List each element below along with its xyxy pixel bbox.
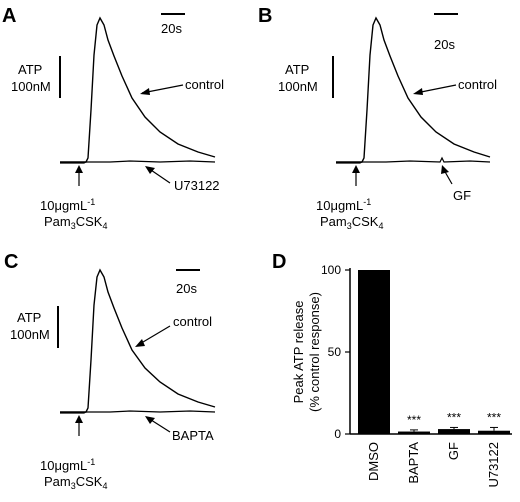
panel-d-y-axis-title: Peak ATP release (% control response) — [291, 292, 322, 412]
panel-b-atp-scale-label: ATP — [285, 62, 309, 77]
panel-d-y-ticks: 0 50 100 — [321, 263, 350, 441]
panel-c-bapta-trace — [60, 410, 216, 414]
panel-c-stimulus-arrowhead — [75, 415, 83, 423]
panel-c-letter: C — [4, 251, 18, 273]
panel-a-control-label: control — [185, 77, 224, 92]
panel-b-stimulus-agonist: Pam3CSK4 — [320, 214, 384, 231]
panel-a-control-arrowhead — [140, 88, 150, 95]
panel-a-inhibitor-arrowhead — [145, 166, 155, 174]
bar-u73122 — [478, 430, 510, 434]
panel-b-control-trace — [336, 16, 491, 163]
panel-a-inhibitor-label: U73122 — [174, 178, 220, 193]
significance-marker: *** — [487, 410, 501, 424]
panel-d-y-axis-title-line2: (% control response) — [307, 292, 322, 412]
panel-b-inhibitor-arrowhead — [441, 165, 449, 174]
panel-a-time-scale-label: 20s — [161, 21, 182, 36]
panel-b-stimulus-arrowhead — [352, 165, 360, 173]
panel-b-control-arrowhead — [413, 88, 423, 95]
panel-c-stimulus-agonist: Pam3CSK4 — [44, 474, 108, 491]
panel-a: A 20s ATP 100nM control U73122 10μgmL-1 … — [2, 5, 224, 231]
panel-c-stimulus-concentration: 10μgmL-1 — [40, 457, 95, 473]
panel-a-stimulus-concentration: 10μgmL-1 — [40, 197, 95, 213]
panel-d-x-labels: DMSO BAPTA GF U73122 — [366, 442, 501, 488]
x-category-label: GF — [446, 442, 461, 460]
panel-b-gf-trace — [336, 156, 491, 164]
panel-a-stimulus-agonist: Pam3CSK4 — [44, 214, 108, 231]
panel-d: D Peak ATP release (% control response) … — [272, 251, 512, 488]
panel-c: C 20s ATP 100nM control BAPTA 10μgmL-1 P… — [4, 251, 216, 491]
panel-d-y-axis-title-line1: Peak ATP release — [291, 301, 306, 404]
panel-b-concentration-scale-label: 100nM — [278, 79, 318, 94]
panel-a-u73122-trace — [60, 160, 216, 164]
panel-b-control-arrow — [415, 84, 457, 94]
panel-a-stimulus-arrowhead — [75, 165, 83, 173]
x-category-label: U73122 — [486, 442, 501, 488]
panel-d-bars: *** *** *** — [358, 270, 510, 434]
panel-c-inhibitor-label: BAPTA — [172, 428, 214, 443]
panel-a-concentration-scale-label: 100nM — [11, 79, 51, 94]
panel-a-control-trace — [60, 16, 216, 163]
panel-c-time-scale-label: 20s — [176, 281, 197, 296]
y-tick-label: 100 — [321, 263, 341, 277]
panel-c-control-label: control — [173, 314, 212, 329]
panel-c-control-arrowhead — [135, 339, 145, 347]
x-category-label: DMSO — [366, 442, 381, 481]
panel-b-inhibitor-label: GF — [453, 188, 471, 203]
panel-b-control-label: control — [458, 77, 497, 92]
panel-c-atp-scale-label: ATP — [17, 310, 41, 325]
significance-marker: *** — [407, 413, 421, 427]
panel-b: B 20s ATP 100nM control GF 10μgmL-1 Pam3… — [258, 5, 497, 231]
bar-gf — [438, 429, 470, 434]
y-tick-label: 0 — [334, 427, 341, 441]
panel-c-control-arrow — [137, 325, 171, 346]
panel-a-letter: A — [2, 5, 16, 27]
panel-a-atp-scale-label: ATP — [18, 62, 42, 77]
panel-c-inhibitor-arrowhead — [145, 416, 155, 424]
panel-c-control-trace — [60, 268, 216, 413]
y-tick-label: 50 — [328, 345, 342, 359]
x-category-label: BAPTA — [406, 442, 421, 484]
panel-b-stimulus-concentration: 10μgmL-1 — [316, 197, 371, 213]
bar-dmso — [358, 270, 390, 434]
bar-bapta — [398, 431, 430, 434]
panel-c-concentration-scale-label: 100nM — [10, 327, 50, 342]
panel-d-letter: D — [272, 251, 286, 273]
panel-b-time-scale-label: 20s — [434, 37, 455, 52]
panel-b-letter: B — [258, 5, 272, 27]
significance-marker: *** — [447, 410, 461, 424]
